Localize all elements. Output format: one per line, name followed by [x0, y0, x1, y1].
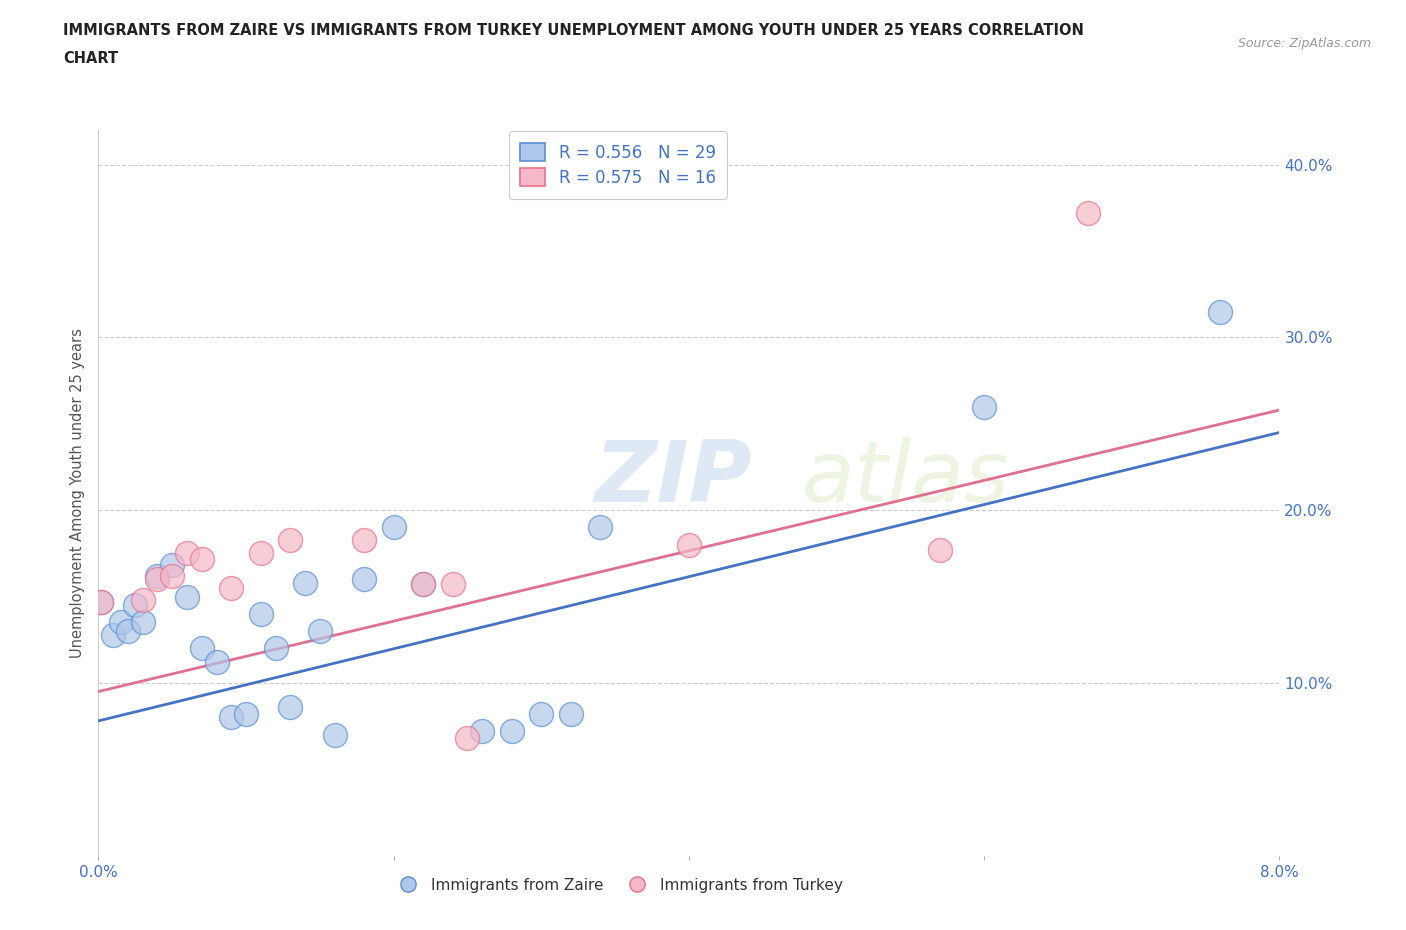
- Point: [294, 576, 316, 591]
- Point: [235, 707, 257, 722]
- Point: [110, 615, 132, 630]
- Text: ZIP: ZIP: [595, 437, 752, 520]
- Point: [560, 707, 582, 722]
- Point: [278, 532, 302, 547]
- Point: [250, 546, 273, 561]
- Text: Source: ZipAtlas.com: Source: ZipAtlas.com: [1237, 37, 1371, 50]
- Text: atlas: atlas: [801, 437, 1010, 520]
- Point: [176, 589, 198, 604]
- Text: CHART: CHART: [63, 51, 118, 66]
- Point: [1077, 206, 1099, 220]
- Point: [589, 520, 612, 535]
- Point: [382, 520, 405, 535]
- Point: [162, 568, 183, 583]
- Point: [308, 624, 332, 639]
- Point: [124, 598, 146, 613]
- Point: [441, 577, 464, 591]
- Point: [90, 594, 112, 609]
- Point: [530, 707, 553, 722]
- Text: IMMIGRANTS FROM ZAIRE VS IMMIGRANTS FROM TURKEY UNEMPLOYMENT AMONG YOUTH UNDER 2: IMMIGRANTS FROM ZAIRE VS IMMIGRANTS FROM…: [63, 23, 1084, 38]
- Point: [412, 577, 434, 591]
- Point: [471, 724, 494, 738]
- Point: [678, 538, 700, 552]
- Point: [1209, 304, 1232, 319]
- Point: [973, 399, 995, 414]
- Point: [90, 594, 112, 609]
- Point: [278, 699, 302, 714]
- Point: [176, 546, 198, 561]
- Legend: Immigrants from Zaire, Immigrants from Turkey: Immigrants from Zaire, Immigrants from T…: [387, 871, 849, 898]
- Point: [191, 641, 214, 656]
- Point: [412, 577, 434, 591]
- Point: [928, 542, 950, 557]
- Point: [219, 580, 242, 595]
- Point: [146, 568, 169, 583]
- Point: [456, 731, 478, 746]
- Point: [162, 558, 183, 573]
- Y-axis label: Unemployment Among Youth under 25 years: Unemployment Among Youth under 25 years: [70, 328, 86, 658]
- Point: [205, 655, 228, 670]
- Point: [250, 606, 273, 621]
- Point: [264, 641, 287, 656]
- Point: [353, 572, 375, 587]
- Point: [132, 592, 155, 607]
- Point: [117, 624, 139, 639]
- Point: [191, 551, 214, 566]
- Point: [219, 710, 242, 724]
- Point: [353, 532, 375, 547]
- Point: [103, 627, 125, 642]
- Point: [501, 724, 523, 738]
- Point: [132, 615, 155, 630]
- Point: [323, 727, 346, 742]
- Point: [146, 572, 169, 587]
